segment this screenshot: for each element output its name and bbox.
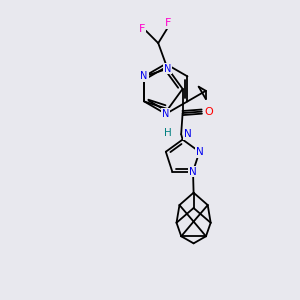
- Text: N: N: [184, 129, 191, 139]
- Text: N: N: [196, 147, 203, 157]
- Text: F: F: [164, 18, 171, 28]
- Text: N: N: [189, 167, 197, 176]
- Text: N: N: [162, 109, 169, 119]
- Text: N: N: [140, 71, 148, 81]
- Text: H: H: [164, 128, 172, 138]
- Text: F: F: [139, 24, 146, 34]
- Text: O: O: [205, 106, 214, 117]
- Text: N: N: [164, 64, 172, 74]
